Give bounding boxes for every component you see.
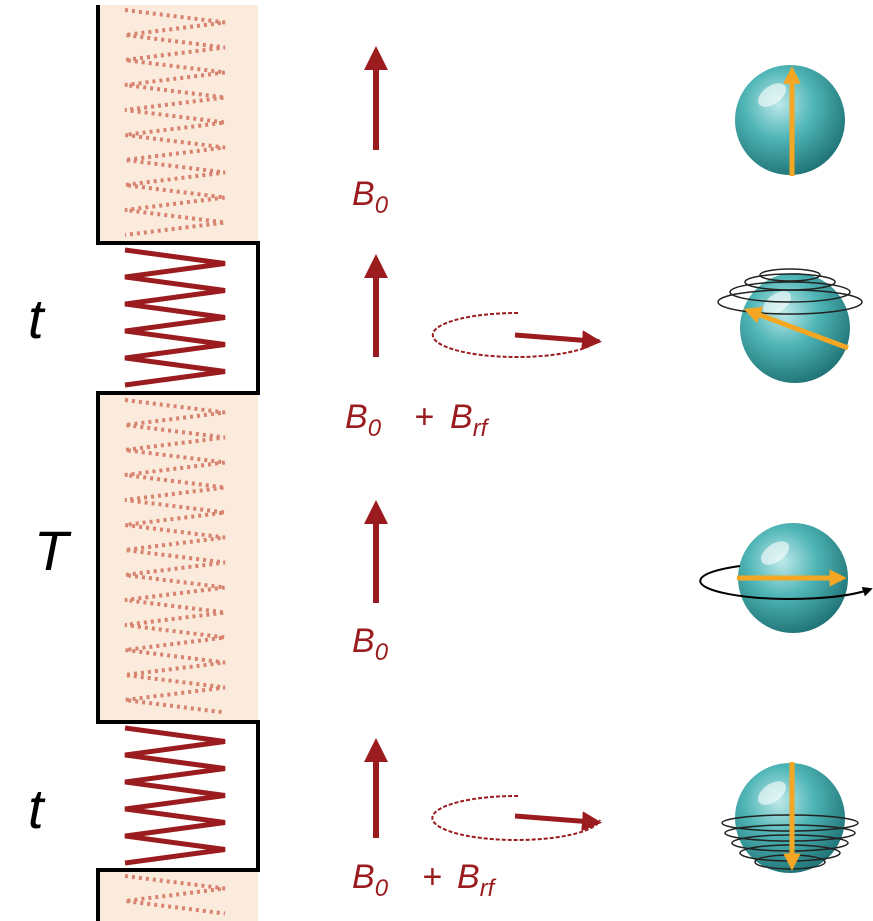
symbol: B [450,398,473,436]
spin [722,762,858,873]
symbol: B [457,858,480,896]
operator: + [422,858,442,896]
spin [735,65,845,176]
spin [700,523,868,633]
rf-rotation [432,796,600,840]
symbol: B [352,175,375,213]
subscript: 0 [368,415,382,442]
subscript: 0 [375,875,389,902]
symbol: B [352,622,375,660]
subscript: rf [480,875,497,902]
pulse-label: T [34,519,72,582]
field-label: B0 [352,175,389,219]
pulse-label: t [28,287,46,350]
subscript: rf [473,415,490,442]
rf-wave [125,250,225,385]
diagram: t T t B0 B0+Brf B0 B0+Brf [0,0,873,921]
spin [718,269,862,383]
subscript: 0 [375,639,389,666]
subscript: 0 [375,192,389,219]
symbol: B [352,858,375,896]
field-label: B0+Brf [345,398,490,442]
rf-rotation [433,313,600,357]
operator: + [414,398,434,436]
field-label: B0 [352,622,389,666]
rf-wave [125,728,225,863]
symbol: B [345,398,368,436]
field-label: B0+Brf [352,858,497,902]
pulse-label: t [28,777,46,840]
